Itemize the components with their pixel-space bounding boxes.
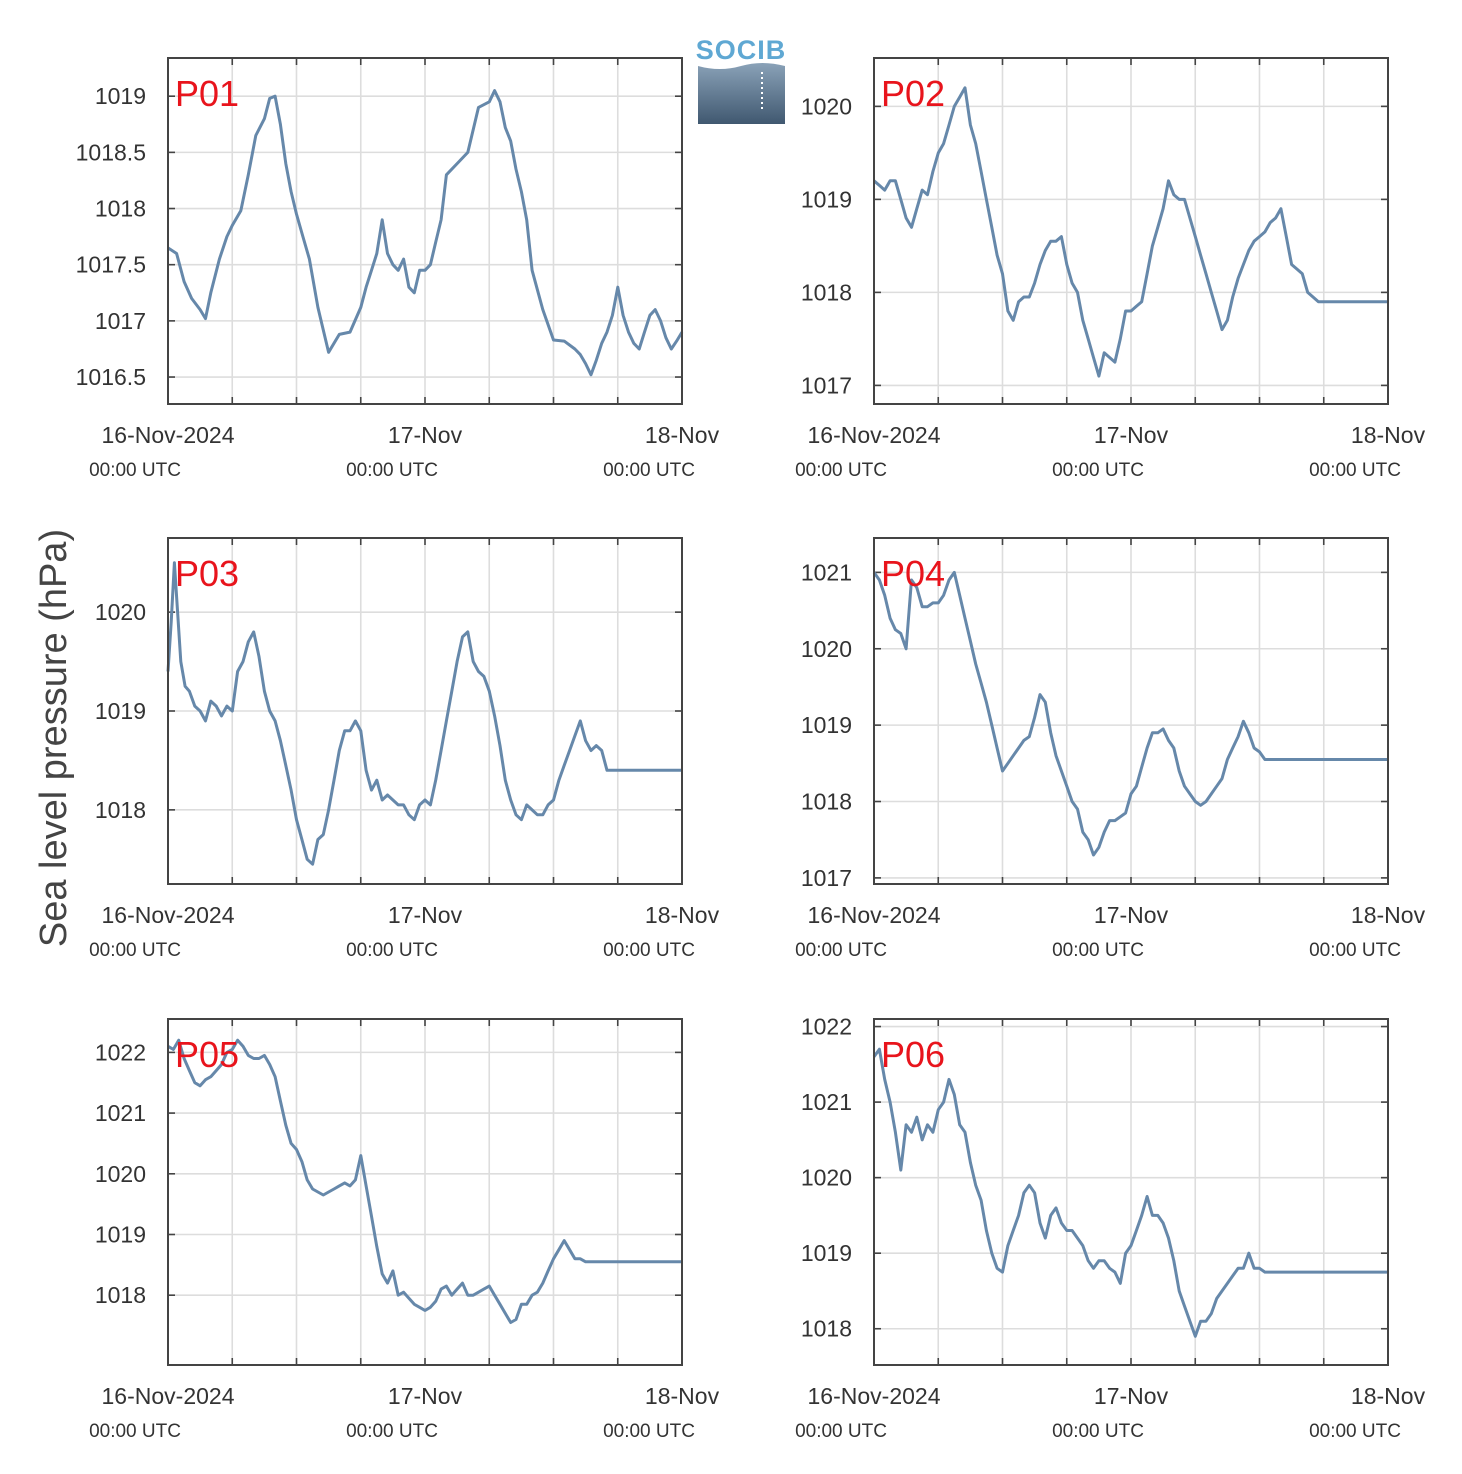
x-tick-label: 17-Nov (1094, 422, 1169, 448)
x-tick-label: 16-Nov-2024 (808, 422, 941, 448)
panel-p01: 1016.5 1017 1017.5 1018 1018.5 1019 16-Nov-202… (76, 57, 720, 481)
series-line-p01 (167, 89, 684, 377)
series-line-p02 (873, 86, 1388, 378)
y-tick-label: 1019 (801, 712, 852, 738)
panel-label: P04 (881, 553, 945, 594)
y-tick-label: 1019 (801, 186, 852, 212)
panels: 1016.5 1017 1017.5 1018 1018.5 1019 16-Nov-202… (76, 57, 1426, 1442)
y-tick-label: 1022 (95, 1039, 146, 1065)
x-tick-label: 17-Nov (1094, 1383, 1169, 1409)
x-tick-label: 16-Nov-2024 (808, 902, 941, 928)
y-tick-label: 1017 (801, 372, 852, 398)
logo-text: SOCIB (696, 35, 787, 65)
x-tick-sublabel: 00:00 UTC (603, 1421, 695, 1442)
panel-p02: 1017 1018 1019 1020 16-Nov-2024 00:00 UTC 17-N… (795, 57, 1426, 481)
x-tick-label: 16-Nov-2024 (102, 902, 235, 928)
y-tick-label: 1018 (801, 789, 852, 815)
x-tick-sublabel: 00:00 UTC (346, 460, 438, 481)
x-tick-sublabel: 00:00 UTC (1052, 460, 1144, 481)
y-tick-label: 1018 (801, 279, 852, 305)
y-tick-label: 1020 (95, 599, 146, 625)
x-tick-sublabel: 00:00 UTC (795, 460, 887, 481)
y-axis-label: Sea level pressure (hPa) (33, 529, 75, 947)
x-tick-label: 18-Nov (645, 1383, 720, 1409)
panel-p05: 1018 1019 1020 1021 1022 16-Nov-2024 00:00 UTC… (89, 1018, 720, 1442)
x-tick-sublabel: 00:00 UTC (1052, 1421, 1144, 1442)
y-tick-label: 1019 (801, 1240, 852, 1266)
x-tick-label: 18-Nov (1351, 1383, 1426, 1409)
x-tick-sublabel: 00:00 UTC (89, 1421, 181, 1442)
x-tick-sublabel: 00:00 UTC (1052, 940, 1144, 961)
plot-frame (167, 57, 683, 405)
y-tick-label: 1018 (95, 797, 146, 823)
panel-p03: 1018 1019 1020 16-Nov-2024 00:00 UTC 17-Nov 00… (89, 537, 720, 961)
x-tick-sublabel: 00:00 UTC (1309, 940, 1401, 961)
y-tick-label: 1020 (95, 1161, 146, 1187)
y-tick-label: 1020 (801, 636, 852, 662)
x-tick-label: 17-Nov (388, 902, 463, 928)
y-tick-label: 1018.5 (76, 139, 146, 165)
x-tick-label: 16-Nov-2024 (102, 1383, 235, 1409)
socib-logo: SOCIB (696, 35, 787, 124)
panel-label: P03 (175, 553, 239, 594)
y-tick-label: 1018 (95, 1282, 146, 1308)
y-tick-label: 1021 (95, 1100, 146, 1126)
panel-p04: 1017 1018 1019 1020 1021 16-Nov-2024 00:00 UTC… (795, 537, 1426, 961)
plot-frame (873, 57, 1389, 405)
y-tick-label: 1017 (95, 308, 146, 334)
y-tick-label: 1018 (801, 1316, 852, 1342)
panel-label: P06 (881, 1034, 945, 1075)
x-tick-label: 18-Nov (645, 902, 720, 928)
x-tick-sublabel: 00:00 UTC (1309, 1421, 1401, 1442)
y-tick-label: 1020 (801, 93, 852, 119)
panel-label: P05 (175, 1034, 239, 1075)
series-line-p05 (167, 1038, 682, 1324)
y-tick-label: 1022 (801, 1014, 852, 1040)
plot-frame (873, 537, 1389, 885)
x-tick-sublabel: 00:00 UTC (346, 940, 438, 961)
plot-frame (167, 1018, 683, 1366)
x-tick-label: 16-Nov-2024 (102, 422, 235, 448)
x-tick-label: 17-Nov (1094, 902, 1169, 928)
x-tick-label: 17-Nov (388, 422, 463, 448)
plot-frame (873, 1018, 1389, 1366)
x-tick-sublabel: 00:00 UTC (89, 460, 181, 481)
y-tick-label: 1019 (95, 1221, 146, 1247)
y-tick-label: 1019 (95, 698, 146, 724)
plot-frame (167, 537, 683, 885)
x-tick-sublabel: 00:00 UTC (89, 940, 181, 961)
y-tick-label: 1021 (801, 1089, 852, 1115)
y-tick-label: 1018 (95, 196, 146, 222)
y-tick-label: 1016.5 (76, 364, 146, 390)
x-tick-label: 18-Nov (1351, 422, 1426, 448)
y-tick-label: 1020 (801, 1165, 852, 1191)
y-tick-label: 1019 (95, 83, 146, 109)
x-tick-sublabel: 00:00 UTC (795, 1421, 887, 1442)
x-tick-sublabel: 00:00 UTC (795, 940, 887, 961)
x-tick-sublabel: 00:00 UTC (1309, 460, 1401, 481)
y-tick-label: 1021 (801, 559, 852, 585)
panel-label: P01 (175, 73, 239, 114)
y-tick-label: 1017.5 (76, 252, 146, 278)
x-tick-label: 18-Nov (645, 422, 720, 448)
x-tick-label: 18-Nov (1351, 902, 1426, 928)
y-tick-label: 1017 (801, 865, 852, 891)
x-tick-label: 17-Nov (388, 1383, 463, 1409)
x-tick-label: 16-Nov-2024 (808, 1383, 941, 1409)
series-line-p06 (872, 1047, 1388, 1338)
x-tick-sublabel: 00:00 UTC (346, 1421, 438, 1442)
panel-p06: 1018 1019 1020 1021 1022 16-Nov-2024 00:00 UTC… (795, 1014, 1426, 1442)
x-tick-sublabel: 00:00 UTC (603, 460, 695, 481)
panel-label: P02 (881, 73, 945, 114)
x-tick-sublabel: 00:00 UTC (603, 940, 695, 961)
series-line-p04 (872, 570, 1388, 857)
series-line-p03 (166, 561, 682, 866)
